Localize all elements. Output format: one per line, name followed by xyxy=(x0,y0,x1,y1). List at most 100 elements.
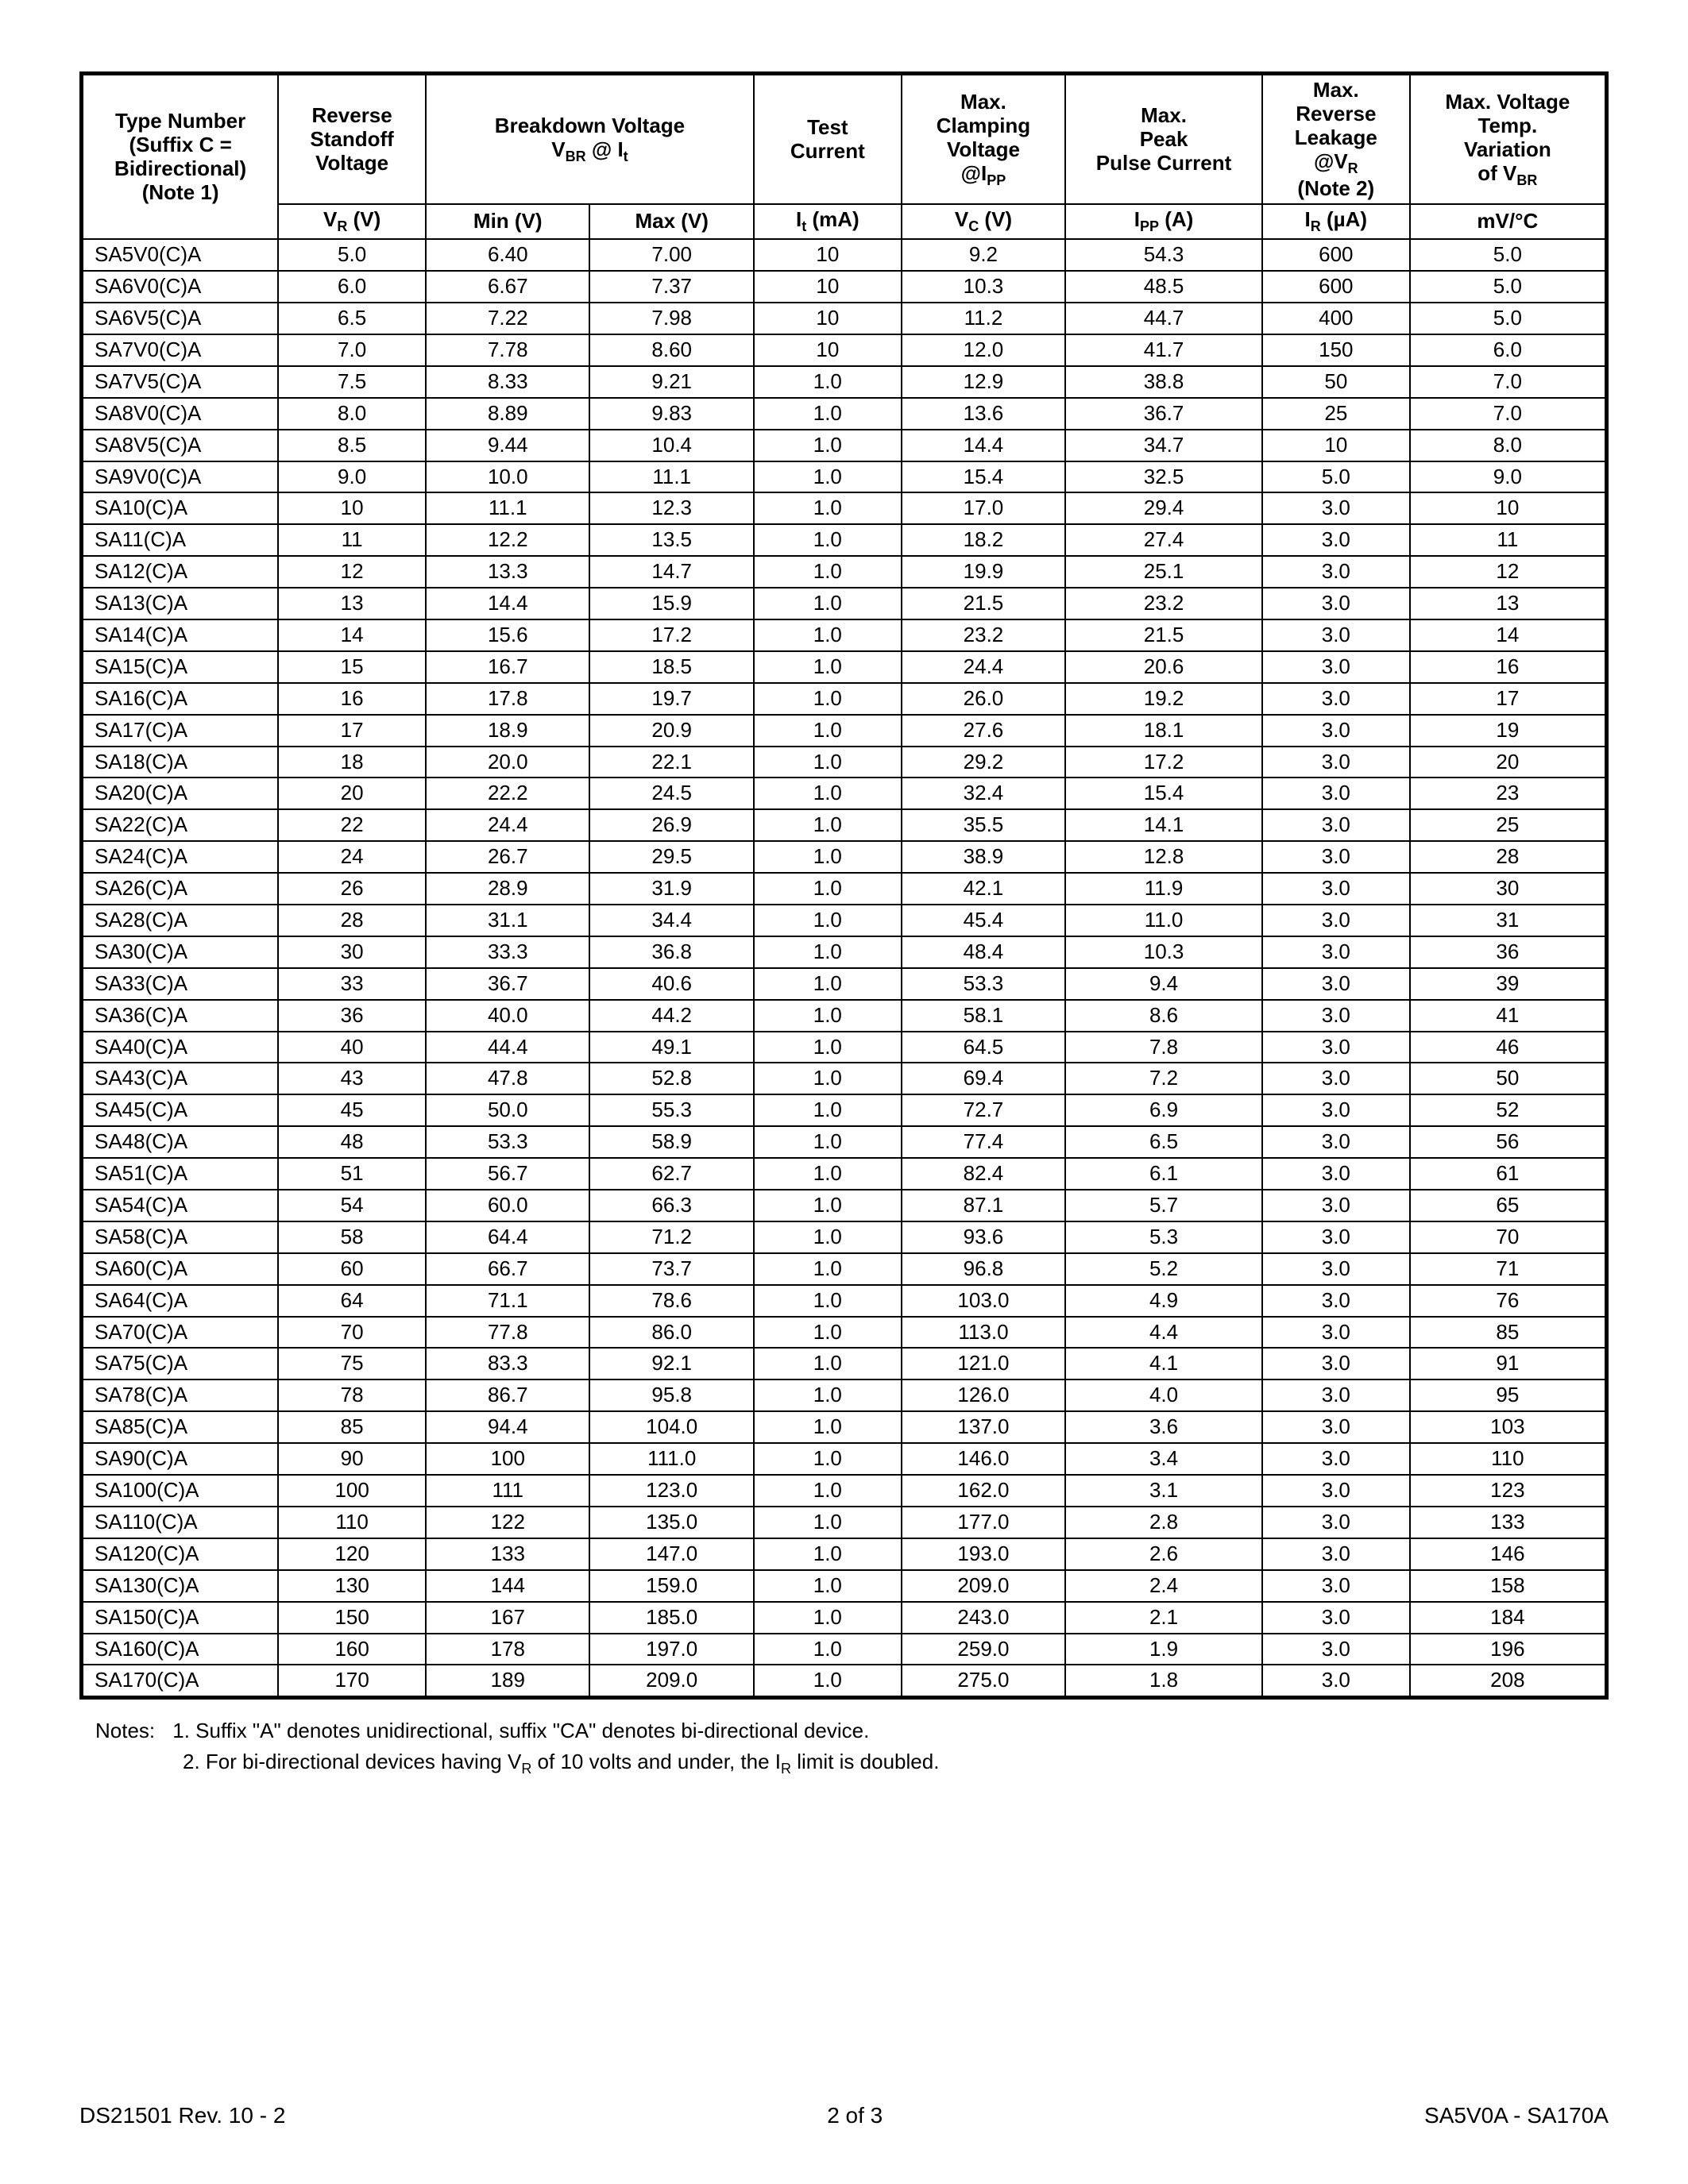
table-cell: 170 xyxy=(278,1665,426,1697)
table-cell: 12 xyxy=(1410,556,1607,588)
table-cell: 22.1 xyxy=(589,747,753,778)
table-cell: 150 xyxy=(278,1602,426,1634)
table-cell: 1.0 xyxy=(754,524,902,556)
table-row: SA170(C)A170189209.01.0275.01.83.0208 xyxy=(82,1665,1607,1697)
table-cell: 53.3 xyxy=(426,1126,589,1158)
table-cell: 10 xyxy=(754,303,902,334)
table-cell: 77.4 xyxy=(902,1126,1065,1158)
table-cell: SA28(C)A xyxy=(82,905,279,936)
table-cell: 159.0 xyxy=(589,1570,753,1602)
table-cell: 3.0 xyxy=(1262,968,1410,1000)
table-cell: 61 xyxy=(1410,1158,1607,1190)
table-cell: SA8V0(C)A xyxy=(82,398,279,430)
table-cell: 1.0 xyxy=(754,1094,902,1126)
table-cell: 29.2 xyxy=(902,747,1065,778)
table-cell: 16.7 xyxy=(426,651,589,683)
table-cell: 20 xyxy=(278,778,426,809)
table-cell: SA7V0(C)A xyxy=(82,334,279,366)
table-cell: 137.0 xyxy=(902,1411,1065,1443)
table-cell: 1.0 xyxy=(754,1602,902,1634)
table-cell: 31 xyxy=(1410,905,1607,936)
table-row: SA36(C)A3640.044.21.058.18.63.041 xyxy=(82,1000,1607,1032)
table-cell: 13 xyxy=(278,588,426,619)
table-cell: 53.3 xyxy=(902,968,1065,1000)
table-cell: 150 xyxy=(1262,334,1410,366)
hdr-vc: Max.ClampingVoltage@IPP xyxy=(902,74,1065,205)
table-cell: 209.0 xyxy=(589,1665,753,1697)
table-cell: 1.0 xyxy=(754,968,902,1000)
table-cell: 160 xyxy=(278,1634,426,1665)
table-cell: 9.2 xyxy=(902,239,1065,271)
table-cell: 196 xyxy=(1410,1634,1607,1665)
table-cell: 15.4 xyxy=(1065,778,1262,809)
table-cell: SA58(C)A xyxy=(82,1221,279,1253)
table-cell: 5.0 xyxy=(1410,271,1607,303)
table-cell: 123.0 xyxy=(589,1475,753,1507)
table-cell: 100 xyxy=(278,1475,426,1507)
table-cell: 1.0 xyxy=(754,1285,902,1317)
table-cell: 25.1 xyxy=(1065,556,1262,588)
table-cell: SA14(C)A xyxy=(82,619,279,651)
table-cell: 32.5 xyxy=(1065,461,1262,493)
table-cell: SA15(C)A xyxy=(82,651,279,683)
note-1: 1. Suffix "A" denotes unidirectional, su… xyxy=(172,1719,869,1742)
table-cell: 73.7 xyxy=(589,1253,753,1285)
table-cell: 8.33 xyxy=(426,366,589,398)
table-cell: 23 xyxy=(1410,778,1607,809)
table-row: SA22(C)A2224.426.91.035.514.13.025 xyxy=(82,809,1607,841)
table-cell: 6.67 xyxy=(426,271,589,303)
table-cell: 17.2 xyxy=(589,619,753,651)
table-cell: 1.0 xyxy=(754,873,902,905)
table-cell: 120 xyxy=(278,1538,426,1570)
table-cell: 3.0 xyxy=(1262,747,1410,778)
table-cell: 275.0 xyxy=(902,1665,1065,1697)
table-cell: 1.0 xyxy=(754,1570,902,1602)
table-cell: 3.0 xyxy=(1262,651,1410,683)
table-row: SA45(C)A4550.055.31.072.76.93.052 xyxy=(82,1094,1607,1126)
table-row: SA43(C)A4347.852.81.069.47.23.050 xyxy=(82,1063,1607,1094)
table-cell: 36 xyxy=(278,1000,426,1032)
table-row: SA58(C)A5864.471.21.093.65.33.070 xyxy=(82,1221,1607,1253)
table-row: SA7V0(C)A7.07.788.601012.041.71506.0 xyxy=(82,334,1607,366)
table-cell: 43 xyxy=(278,1063,426,1094)
table-cell: 2.6 xyxy=(1065,1538,1262,1570)
hdr2-min: Min (V) xyxy=(426,204,589,239)
table-cell: 3.0 xyxy=(1262,1221,1410,1253)
table-cell: 71.2 xyxy=(589,1221,753,1253)
table-cell: 21.5 xyxy=(902,588,1065,619)
table-cell: 3.0 xyxy=(1262,936,1410,968)
hdr2-ir: IR (µA) xyxy=(1262,204,1410,239)
table-cell: 1.0 xyxy=(754,683,902,715)
table-cell: 47.8 xyxy=(426,1063,589,1094)
table-cell: SA33(C)A xyxy=(82,968,279,1000)
table-cell: 6.0 xyxy=(1410,334,1607,366)
table-cell: 14 xyxy=(1410,619,1607,651)
table-cell: 3.6 xyxy=(1065,1411,1262,1443)
table-cell: 133 xyxy=(426,1538,589,1570)
table-cell: 3.0 xyxy=(1262,841,1410,873)
table-cell: 36.7 xyxy=(426,968,589,1000)
table-cell: 3.0 xyxy=(1262,1094,1410,1126)
table-cell: 110 xyxy=(1410,1443,1607,1475)
table-cell: SA13(C)A xyxy=(82,588,279,619)
table-cell: 3.0 xyxy=(1262,1190,1410,1221)
table-cell: 24.4 xyxy=(426,809,589,841)
table-cell: 51 xyxy=(278,1158,426,1190)
table-cell: 3.0 xyxy=(1262,1253,1410,1285)
table-cell: 18.1 xyxy=(1065,715,1262,747)
table-row: SA24(C)A2426.729.51.038.912.83.028 xyxy=(82,841,1607,873)
hdr-vr: ReverseStandoffVoltage xyxy=(278,74,426,205)
table-cell: 75 xyxy=(278,1348,426,1379)
hdr2-temp: mV/°C xyxy=(1410,204,1607,239)
table-cell: 3.0 xyxy=(1262,683,1410,715)
table-cell: SA100(C)A xyxy=(82,1475,279,1507)
table-cell: 103 xyxy=(1410,1411,1607,1443)
table-cell: 130 xyxy=(278,1570,426,1602)
table-cell: 1.0 xyxy=(754,1158,902,1190)
table-cell: 11 xyxy=(278,524,426,556)
table-row: SA5V0(C)A5.06.407.00109.254.36005.0 xyxy=(82,239,1607,271)
table-row: SA7V5(C)A7.58.339.211.012.938.8507.0 xyxy=(82,366,1607,398)
table-cell: 111 xyxy=(426,1475,589,1507)
table-cell: 76 xyxy=(1410,1285,1607,1317)
table-cell: SA45(C)A xyxy=(82,1094,279,1126)
